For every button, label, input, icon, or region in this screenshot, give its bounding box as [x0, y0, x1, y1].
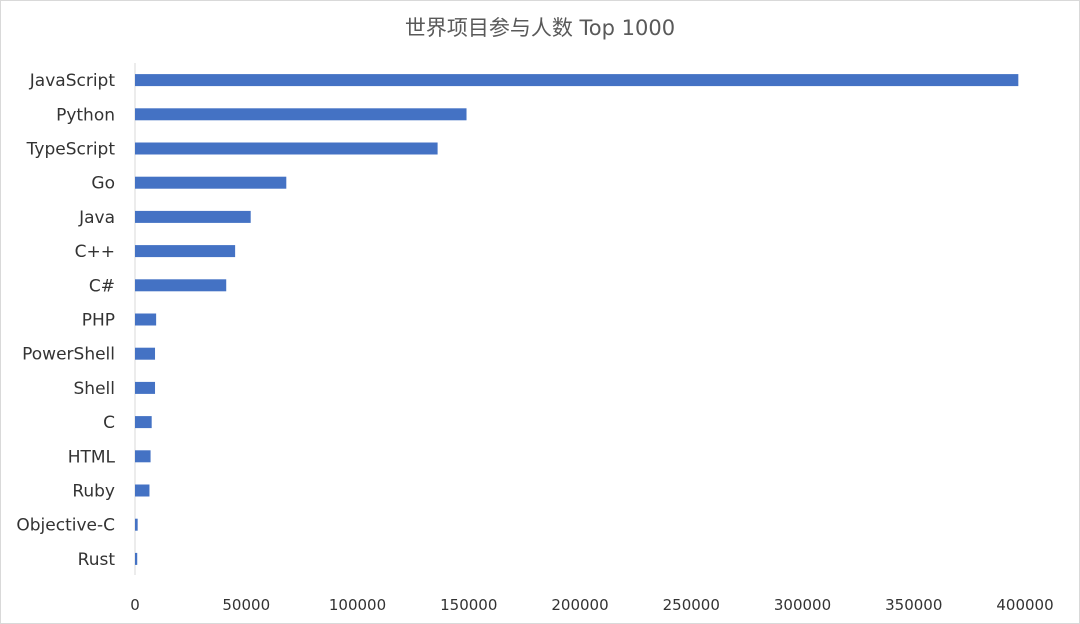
category-labels-group: JavaScript Python TypeScript Go Java C++ C# PHP…: [16, 71, 115, 570]
bar-rust: [135, 552, 138, 565]
x-tick-label: 100000: [329, 596, 386, 614]
bar-python: [135, 108, 467, 121]
bar-typescript: [135, 142, 438, 155]
category-label: Shell: [74, 379, 115, 399]
bar-ruby: [135, 484, 150, 497]
x-tick-label: 300000: [774, 596, 831, 614]
x-tick-label: 0: [130, 596, 140, 614]
bar-html: [135, 450, 151, 463]
category-label: Go: [91, 174, 115, 194]
bar-javascript: [135, 74, 1019, 87]
bar-shell: [135, 381, 156, 394]
category-label: TypeScript: [26, 140, 116, 160]
x-tick-label: 250000: [663, 596, 720, 614]
chart-title: 世界项目参与人数 Top 1000: [405, 16, 675, 40]
bar-objective-c: [135, 518, 138, 531]
bar-php: [135, 313, 157, 326]
category-label: PHP: [82, 311, 115, 331]
category-label: PowerShell: [22, 345, 115, 365]
category-label: Ruby: [72, 482, 115, 502]
category-label: C: [103, 413, 115, 433]
x-tick-label: 400000: [996, 596, 1053, 614]
category-label: Objective-C: [16, 516, 115, 536]
bar-powershell: [135, 347, 156, 360]
category-label: C#: [89, 276, 115, 296]
bar-c-: [135, 279, 227, 292]
bars-group: [135, 74, 1019, 565]
x-tick-label: 50000: [222, 596, 270, 614]
bar-c: [135, 416, 152, 429]
x-tick-label: 150000: [440, 596, 497, 614]
category-label: JavaScript: [29, 71, 116, 91]
bar-go: [135, 176, 287, 189]
category-label: Java: [78, 208, 115, 228]
x-tick-labels-group: 0 50000 100000 150000 200000 250000 300000 3500…: [130, 596, 1053, 614]
category-label: C++: [75, 242, 115, 262]
x-tick-label: 200000: [551, 596, 608, 614]
category-label: Rust: [78, 550, 116, 570]
category-label: HTML: [68, 447, 116, 467]
category-label: Python: [56, 105, 115, 125]
x-tick-label: 350000: [885, 596, 942, 614]
bar-java: [135, 210, 251, 223]
bar-c-: [135, 245, 236, 258]
